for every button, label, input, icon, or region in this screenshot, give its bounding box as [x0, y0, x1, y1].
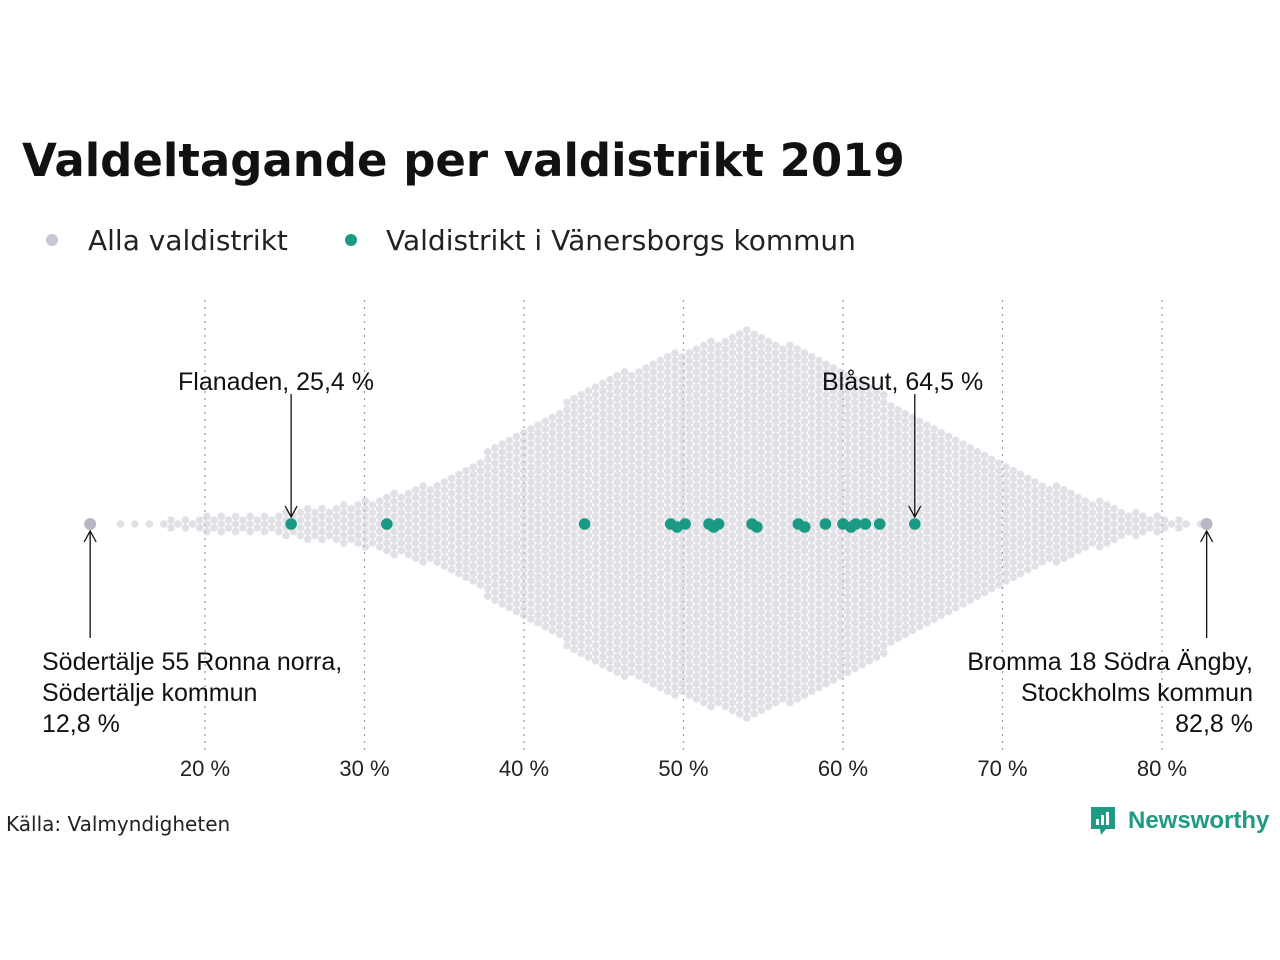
arrow-blasut-head	[908, 505, 922, 519]
logo-bar-2	[1101, 815, 1104, 825]
vanersborg-point	[285, 518, 297, 530]
annotation-flanaden: Flanaden, 25,4 %	[178, 368, 374, 396]
x-tick-label: 80 %	[1137, 756, 1187, 781]
x-tick-label: 40 %	[499, 756, 549, 781]
vanersborg-point	[849, 518, 862, 530]
arrow-sodertalje-head	[83, 529, 97, 543]
annotation-arrows	[83, 394, 1214, 638]
logo-bar-1	[1096, 819, 1099, 825]
vanersborg-point	[381, 518, 393, 530]
arrow-bromma-head	[1200, 529, 1214, 543]
x-tick-label: 60 %	[818, 756, 868, 781]
arrow-flanaden-head	[284, 505, 298, 519]
highlight-points	[285, 518, 921, 533]
vanersborg-point	[908, 518, 921, 530]
x-axis-ticks: 20 % 30 % 40 % 50 % 60 % 70 % 80 %	[180, 756, 1187, 781]
brand-logo: Newsworthy	[1091, 807, 1270, 835]
legend-swatch-all	[46, 234, 58, 246]
legend-label-vanersborg: Valdistrikt i Vänersborgs kommun	[386, 224, 856, 257]
x-tick-label: 50 %	[658, 756, 708, 781]
legend-label-all: Alla valdistrikt	[88, 224, 288, 257]
vanersborg-point	[712, 518, 725, 530]
extreme-points	[84, 518, 1213, 530]
vanersborg-point	[679, 518, 691, 530]
x-tick-label: 70 %	[977, 756, 1027, 781]
logo-bar-3	[1106, 812, 1109, 825]
annotations: Flanaden, 25,4 % Blåsut, 64,5 % Södertäl…	[42, 368, 1253, 738]
chart-title: Valdeltagande per valdistrikt 2019	[22, 134, 905, 187]
annotation-bromma-line1: Bromma 18 Södra Ängby,	[967, 648, 1253, 676]
x-tick-label: 20 %	[180, 756, 230, 781]
x-tick-label: 30 %	[339, 756, 389, 781]
annotation-sodertalje-line1: Södertälje 55 Ronna norra,	[42, 648, 342, 676]
vanersborg-point	[859, 518, 872, 530]
annotation-bromma-line2: Stockholms kommun	[1021, 679, 1253, 707]
annotation-sodertalje-line2: Södertälje kommun	[42, 679, 257, 707]
annotation-blasut: Blåsut, 64,5 %	[822, 368, 983, 396]
source-label: Källa: Valmyndigheten	[6, 812, 230, 836]
point-sodertalje-55	[84, 518, 97, 530]
all-districts-points	[116, 326, 1205, 722]
point-bromma-18	[1200, 518, 1213, 530]
vanersborg-point	[798, 521, 811, 533]
vanersborg-point	[873, 518, 886, 530]
annotation-sodertalje-line3: 12,8 %	[42, 710, 120, 738]
background-swarm	[116, 326, 1205, 722]
vanersborg-point	[578, 518, 591, 530]
annotation-bromma-line3: 82,8 %	[1175, 710, 1253, 738]
vanersborg-point	[751, 521, 763, 533]
brand-name: Newsworthy	[1128, 807, 1270, 834]
legend-swatch-vanersborg	[345, 234, 357, 246]
vanersborg-point	[819, 518, 832, 530]
legend: Alla valdistrikt Valdistrikt i Vänersbor…	[46, 224, 856, 257]
